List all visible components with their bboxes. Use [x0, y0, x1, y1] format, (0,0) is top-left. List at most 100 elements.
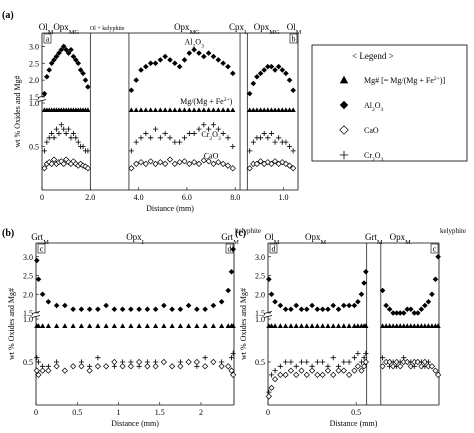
cr2o3-point	[65, 126, 72, 132]
al2o3-point	[45, 298, 52, 305]
x-tick-label: 6.0	[182, 193, 192, 202]
cao-point	[142, 160, 149, 167]
legend: < Legend >Mg# [= Mg/(Mg + Fe2+)]Al2O3CaO…	[311, 44, 468, 163]
y-tick-label: 1.5	[255, 309, 265, 318]
cr2o3-point	[230, 350, 236, 356]
mg-point	[191, 107, 197, 113]
cao-point	[181, 158, 188, 165]
mg-point	[169, 323, 175, 328]
legend-box	[311, 44, 468, 162]
x-tick-label: 2	[199, 408, 203, 417]
zone-label-part: Opx	[390, 232, 406, 242]
zone-label-part: Ol	[90, 26, 96, 32]
al2o3-point	[44, 73, 50, 80]
cao-point	[228, 367, 235, 374]
al2o3-point	[230, 246, 236, 253]
legend-label-mg-part: )]	[440, 76, 446, 85]
cr2o3-point	[351, 355, 357, 361]
al2o3-point	[186, 50, 193, 56]
cr2o3-point	[261, 130, 267, 137]
al2o3-point	[268, 291, 275, 298]
al2o3-point	[70, 53, 77, 60]
al2o3-point	[58, 46, 65, 53]
mg-point	[325, 323, 331, 328]
mg-point	[120, 323, 126, 328]
cao-point	[41, 165, 48, 172]
mg-point	[78, 323, 84, 328]
zone-label-part: + kelyphite	[96, 26, 125, 32]
cr2o3-point	[167, 135, 173, 141]
mg-point	[70, 323, 76, 328]
cao-point	[397, 363, 404, 370]
cao-point	[157, 159, 164, 166]
al2o3-point	[429, 291, 435, 298]
cao-point	[293, 371, 300, 378]
cao-point	[136, 358, 143, 366]
mg-point	[257, 107, 264, 113]
corner-box	[37, 243, 46, 254]
cao-point	[144, 363, 151, 370]
cao-point	[390, 363, 397, 370]
al2o3-point	[325, 306, 331, 313]
cr2o3-point	[215, 126, 221, 132]
y-tick-label: 2.0	[29, 76, 39, 85]
cao-point	[39, 367, 46, 374]
al2o3-point	[286, 77, 293, 83]
cao-point	[195, 160, 203, 167]
zone-label: GrtM	[31, 232, 49, 246]
cao-point	[103, 363, 110, 370]
mg-point	[418, 323, 424, 328]
al2o3-point	[319, 306, 326, 313]
zone-label-part: M	[321, 239, 327, 246]
zone-label-part: MG	[269, 29, 280, 36]
cr2o3-point	[70, 130, 76, 137]
al2o3-point	[162, 53, 168, 60]
cr2o3-point	[61, 126, 67, 132]
mg-point	[390, 323, 396, 328]
mg-point	[103, 323, 109, 328]
mg-point	[254, 107, 260, 113]
al2o3-point	[56, 50, 62, 56]
cao-point	[177, 363, 184, 370]
legend-label-al2o3-part: 2	[372, 107, 375, 113]
cao-point	[33, 367, 40, 374]
mg-point	[225, 323, 231, 328]
al2o3-point	[95, 306, 101, 313]
legend-label-cao-part: CaO	[364, 126, 379, 135]
al2o3-point	[379, 287, 386, 294]
al2o3-point	[41, 90, 48, 97]
mg-point	[220, 107, 226, 113]
cao-point	[215, 159, 222, 166]
al2o3-point	[48, 60, 55, 67]
mg-point	[85, 107, 91, 113]
al2o3-point	[335, 306, 342, 313]
zone-label: OpxMG	[174, 22, 200, 36]
zone-label: OpxMG	[254, 22, 280, 36]
cr2o3-point	[95, 355, 101, 361]
cr2o3-point	[247, 148, 253, 154]
cao-point	[319, 371, 326, 378]
al2o3-point	[225, 63, 231, 70]
cr2o3-point	[177, 139, 183, 145]
mg-point	[268, 323, 275, 328]
al2o3-point	[60, 43, 67, 50]
cao-point	[210, 160, 217, 167]
series-label-mg-part: 2+	[224, 97, 230, 103]
cr2o3-point	[283, 359, 289, 365]
al2o3-point	[202, 306, 208, 313]
cr2o3-point	[186, 130, 192, 137]
al2o3-point	[351, 302, 358, 309]
al2o3-point	[161, 302, 167, 309]
al2o3-point	[425, 298, 432, 305]
mg-point	[429, 323, 435, 328]
axis-break-mark	[31, 311, 41, 318]
cr2o3-point	[157, 135, 163, 141]
y-tick-label: 3.0	[29, 42, 39, 51]
mg-point	[346, 323, 352, 328]
corner-box	[269, 243, 278, 254]
y-tick-label: 1.0	[23, 315, 33, 324]
cao-point	[60, 160, 67, 167]
al2o3-point	[185, 302, 192, 309]
mg-point	[314, 323, 320, 328]
zone-label-part: Ol	[39, 22, 48, 32]
